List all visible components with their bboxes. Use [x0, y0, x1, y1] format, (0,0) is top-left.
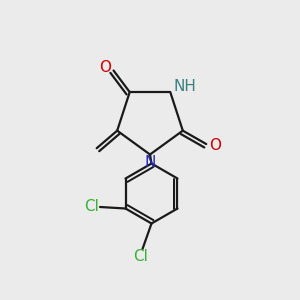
- Text: NH: NH: [173, 79, 196, 94]
- Text: Cl: Cl: [85, 199, 99, 214]
- Text: N: N: [145, 155, 156, 170]
- Text: Cl: Cl: [134, 249, 148, 264]
- Text: O: O: [99, 60, 111, 75]
- Text: O: O: [209, 138, 221, 153]
